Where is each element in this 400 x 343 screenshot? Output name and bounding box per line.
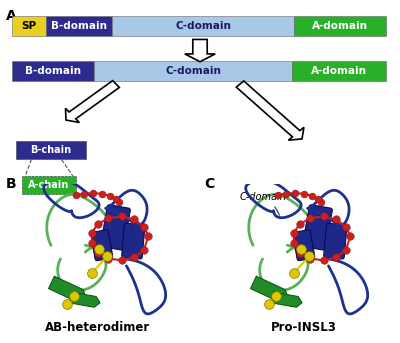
FancyBboxPatch shape: [91, 230, 113, 261]
Bar: [16, 141, 86, 159]
Bar: [22, 176, 76, 194]
Text: A-domain: A-domain: [311, 66, 367, 76]
FancyBboxPatch shape: [293, 230, 315, 261]
Text: B-domain: B-domain: [25, 66, 81, 76]
Text: C-domain: C-domain: [239, 192, 286, 215]
Polygon shape: [70, 292, 100, 307]
FancyBboxPatch shape: [324, 223, 347, 259]
Bar: [294, 16, 386, 36]
Text: C-domain: C-domain: [165, 66, 221, 76]
Polygon shape: [236, 81, 304, 140]
Text: C: C: [204, 177, 214, 191]
Polygon shape: [185, 39, 215, 62]
Polygon shape: [66, 81, 119, 122]
Text: AB-heterodimer: AB-heterodimer: [45, 321, 151, 334]
FancyBboxPatch shape: [302, 205, 332, 250]
FancyBboxPatch shape: [122, 223, 145, 259]
Bar: [112, 16, 294, 36]
Text: A: A: [6, 9, 17, 23]
Polygon shape: [272, 292, 302, 307]
Bar: [46, 16, 112, 36]
Text: C-domain: C-domain: [175, 21, 231, 31]
Text: A-chain: A-chain: [28, 180, 70, 190]
Text: SP: SP: [22, 21, 36, 31]
Polygon shape: [250, 276, 288, 302]
Polygon shape: [48, 276, 86, 302]
Bar: [12, 61, 94, 81]
Bar: [292, 61, 386, 81]
Text: B-domain: B-domain: [51, 21, 107, 31]
Text: B-chain: B-chain: [30, 145, 72, 155]
FancyBboxPatch shape: [100, 205, 130, 250]
Bar: [12, 16, 46, 36]
Bar: [94, 61, 292, 81]
Text: Pro-INSL3: Pro-INSL3: [271, 321, 337, 334]
Text: A-domain: A-domain: [312, 21, 368, 31]
Text: B: B: [6, 177, 17, 191]
